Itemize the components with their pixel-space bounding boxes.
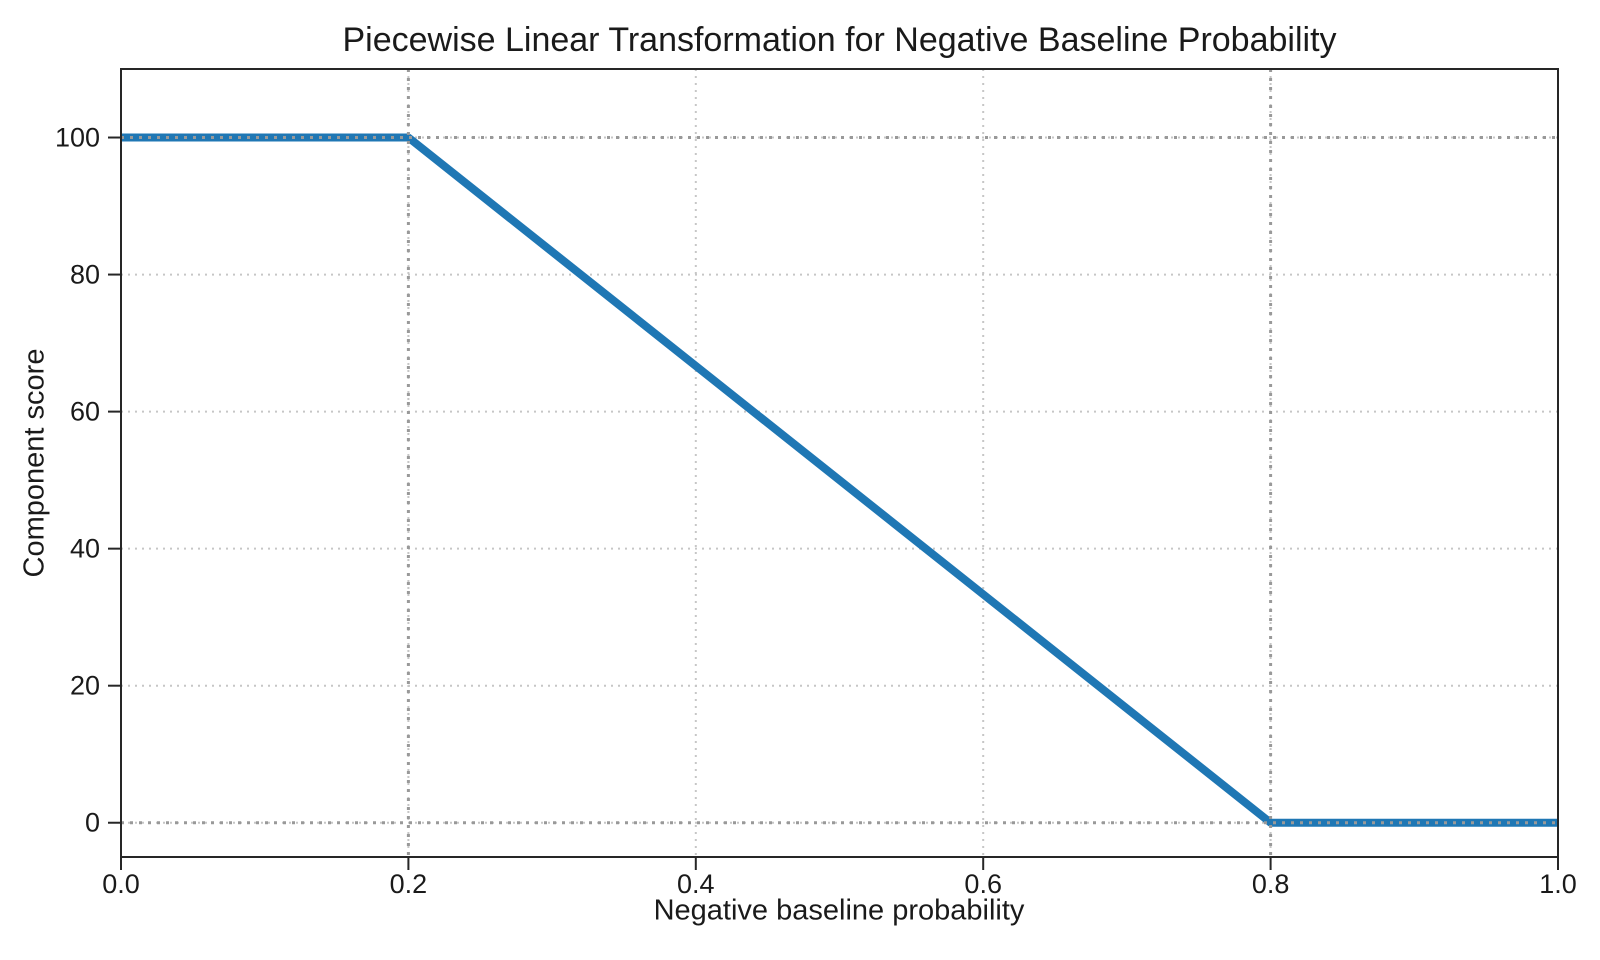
y-tick-label: 80 (70, 260, 100, 290)
x-tick-label: 1.0 (1539, 869, 1577, 899)
chart-title: Piecewise Linear Transformation for Nega… (342, 21, 1337, 59)
y-tick-label: 0 (85, 808, 100, 838)
y-tick-label: 60 (70, 397, 100, 427)
x-tick-label: 0.2 (390, 869, 428, 899)
series-line-component-score (121, 133, 1558, 827)
x-tick-label: 0.6 (964, 869, 1002, 899)
x-tick-label: 0.4 (677, 869, 715, 899)
plot-border (120, 68, 1559, 858)
x-tick-label: 0.0 (102, 869, 140, 899)
x-tick-label: 0.8 (1252, 869, 1290, 899)
y-tick-label: 20 (70, 671, 100, 701)
y-axis-label: Component score (18, 348, 51, 578)
x-axis-label: Negative baseline probability (653, 894, 1025, 927)
y-tick-label: 40 (70, 534, 100, 564)
y-tick-label: 100 (55, 123, 100, 153)
